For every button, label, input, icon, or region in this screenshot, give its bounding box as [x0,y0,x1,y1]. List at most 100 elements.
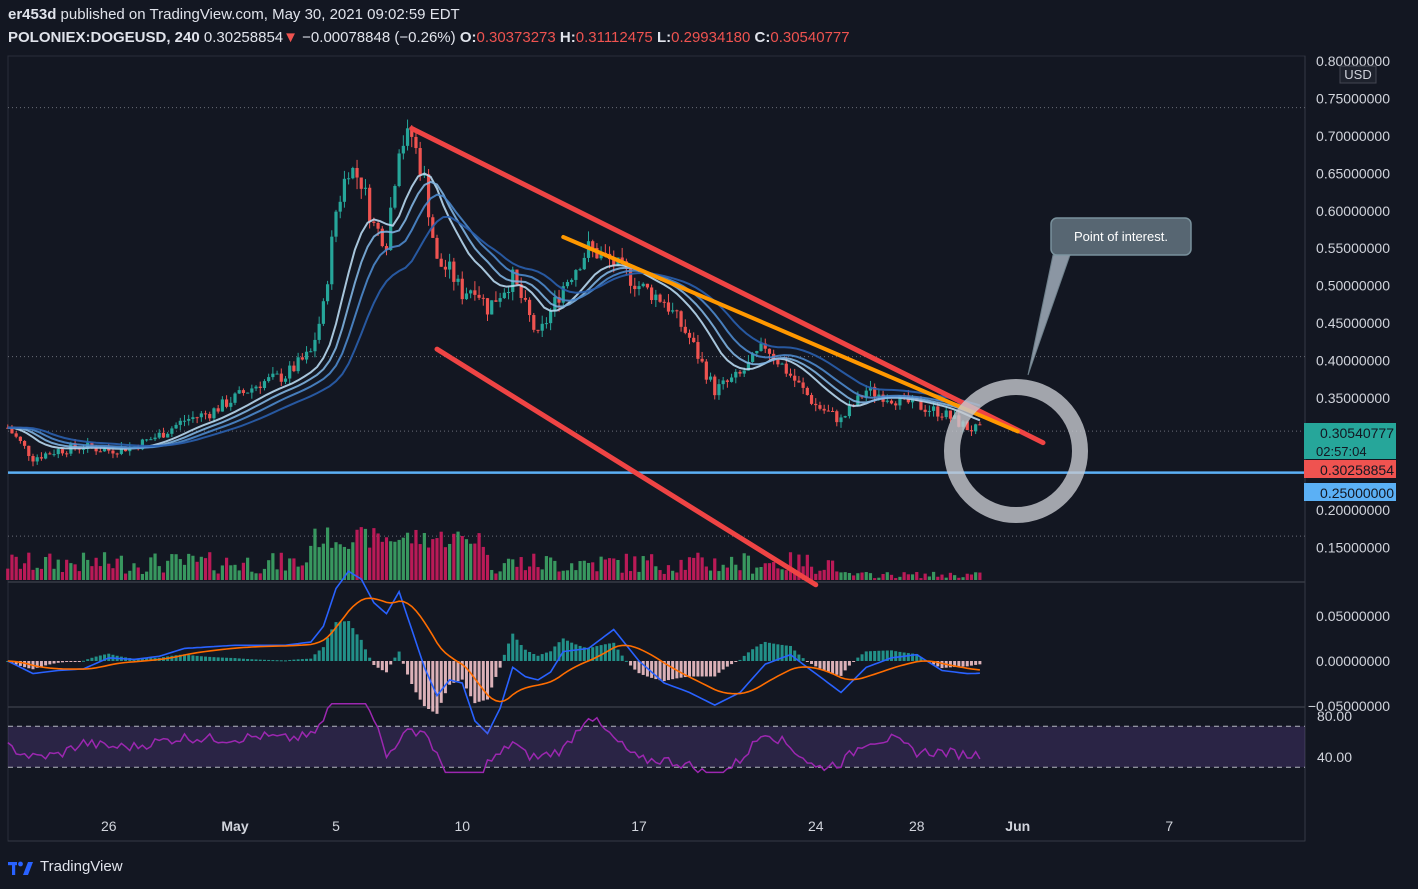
symbol-line: POLONIEX:DOGEUSD, 240 0.30258854▼ −0.000… [8,29,850,46]
macd-histogram-bar [864,651,868,661]
candle-body [81,448,86,450]
macd-tick-label: 0.00000000 [1316,653,1390,669]
macd-histogram-bar [183,654,186,661]
volume-bar [763,563,767,580]
macd-histogram-bar [868,651,872,661]
macd-histogram-bar [490,661,494,688]
volume-bar [830,560,835,580]
volume-bar [431,539,435,580]
volume-bar [738,570,742,580]
volume-bar [679,559,683,580]
volume-bar [506,558,511,580]
macd-histogram-bar [721,661,725,670]
volume-bar [31,569,35,580]
volume-bar [742,553,746,580]
volume-bar [498,571,502,580]
volume-bar [393,541,397,580]
price-tick-label: 0.60000000 [1316,203,1390,219]
volume-bar [662,573,666,580]
price-tick-label: 0.50000000 [1316,278,1390,294]
macd-histogram-bar [136,658,140,661]
candle-body [620,257,624,262]
point-of-interest-circle [944,379,1088,523]
macd-histogram-bar [292,659,296,661]
candle-body [199,413,203,418]
volume-bar [599,556,603,580]
candle-body [877,394,881,397]
candle-body [675,310,679,312]
candle-body [145,439,149,441]
volume-bar [527,566,532,580]
price-tick-label: 0.35000000 [1316,390,1390,406]
candle-body [540,323,544,331]
candle-body [633,285,637,290]
macd-histogram-bar [326,637,330,661]
volume-bar [856,573,860,580]
volume-bar [288,558,292,580]
volume-bar [784,570,788,580]
high-value: 0.31112475 [575,29,653,46]
macd-histogram-bar [948,661,952,668]
volume-bar [224,557,229,580]
macd-histogram-bar [284,660,287,662]
tradingview-logo-icon[interactable] [8,857,34,875]
candle-body [35,457,39,462]
volume-bar [233,564,237,580]
volume-bar [805,554,809,580]
candle-body [469,290,473,294]
volume-bar [73,564,77,580]
macd-histogram-bar [317,650,321,661]
open-value: 0.30373273 [476,29,556,46]
volume-bar [927,576,931,580]
macd-histogram-bar [477,661,481,702]
candle-body [313,339,317,352]
currency-label: USD [1344,67,1371,82]
volume-bar [485,554,490,580]
tradingview-brand[interactable]: TradingView [40,857,123,875]
macd-histogram-bar [401,661,405,664]
volume-bar [422,532,426,580]
macd-histogram-bar [620,655,624,661]
macd-histogram-bar [780,644,784,661]
candle-body [738,371,742,374]
candle-body [102,448,107,452]
candle-body [814,403,818,406]
volume-bar [687,557,692,580]
macd-histogram-bar [688,661,691,677]
volume-bar [237,570,241,580]
volume-bar [14,556,18,580]
macd-histogram-bar [342,621,346,661]
macd-histogram-bar [776,644,780,661]
macd-histogram-bar [637,661,641,674]
macd-histogram-bar [978,661,982,665]
volume-bar [187,553,191,580]
macd-histogram-bar [410,661,414,684]
macd-histogram-bar [835,661,839,675]
macd-histogram-bar [894,651,898,661]
symbol-label[interactable]: POLONIEX:DOGEUSD, 240 [8,29,200,46]
candle-body [822,408,826,411]
volume-bar [822,569,826,580]
volume-bar [553,560,557,580]
macd-histogram-bar [309,658,313,661]
author-name[interactable]: er453d [8,6,57,23]
candle-body [157,432,161,438]
macd-histogram-bar [363,649,367,661]
candle-body [304,351,309,360]
volume-bar [818,570,822,580]
macd-histogram-bar [233,658,237,661]
macd-histogram-bar [389,661,393,665]
volume-bar [734,564,738,580]
candle-body [864,390,868,398]
countdown-label: 02:57:04 [1316,444,1367,459]
candle-body [700,358,704,362]
volume-bar [426,547,431,580]
macd-histogram-bar [557,642,561,661]
volume-bar [671,570,675,580]
candle-body [6,427,10,429]
macd-histogram-bar [793,650,797,661]
volume-bar [675,572,679,580]
volume-bar [241,562,246,580]
macd-histogram-bar [220,657,224,661]
